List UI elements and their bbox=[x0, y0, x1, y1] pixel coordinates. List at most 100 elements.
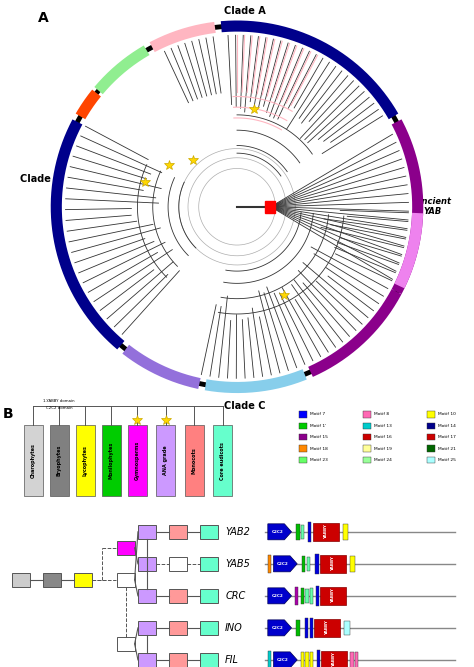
Text: Motif 8: Motif 8 bbox=[374, 412, 389, 416]
Text: A: A bbox=[38, 11, 49, 25]
FancyBboxPatch shape bbox=[305, 618, 308, 638]
FancyBboxPatch shape bbox=[200, 653, 218, 666]
FancyBboxPatch shape bbox=[76, 425, 95, 496]
FancyBboxPatch shape bbox=[138, 621, 156, 634]
FancyBboxPatch shape bbox=[50, 425, 69, 496]
Text: YABBY: YABBY bbox=[331, 556, 335, 571]
FancyBboxPatch shape bbox=[169, 653, 187, 666]
Text: Motif 16: Motif 16 bbox=[374, 435, 392, 439]
Text: C2C2: C2C2 bbox=[277, 562, 289, 566]
Bar bbox=[264, 201, 275, 213]
Polygon shape bbox=[268, 620, 292, 636]
Text: Motif 25: Motif 25 bbox=[438, 458, 456, 462]
Text: Core eudicots: Core eudicots bbox=[220, 442, 225, 480]
FancyBboxPatch shape bbox=[299, 457, 307, 463]
Text: YABBY: YABBY bbox=[324, 524, 328, 539]
FancyBboxPatch shape bbox=[350, 556, 356, 572]
FancyBboxPatch shape bbox=[317, 650, 320, 667]
FancyBboxPatch shape bbox=[24, 425, 43, 496]
Text: C2C2: C2C2 bbox=[272, 530, 283, 534]
FancyBboxPatch shape bbox=[299, 423, 307, 429]
FancyBboxPatch shape bbox=[427, 423, 435, 429]
FancyBboxPatch shape bbox=[138, 589, 156, 602]
FancyBboxPatch shape bbox=[299, 446, 307, 452]
Text: C2C2: C2C2 bbox=[272, 626, 283, 630]
FancyBboxPatch shape bbox=[321, 651, 347, 667]
Text: Motif 15: Motif 15 bbox=[310, 435, 328, 439]
Text: Motif 21: Motif 21 bbox=[438, 447, 456, 451]
FancyBboxPatch shape bbox=[156, 425, 175, 496]
FancyBboxPatch shape bbox=[43, 573, 61, 586]
FancyBboxPatch shape bbox=[117, 637, 135, 650]
Text: Charophytes: Charophytes bbox=[31, 444, 36, 478]
FancyBboxPatch shape bbox=[296, 620, 300, 636]
FancyBboxPatch shape bbox=[301, 588, 304, 604]
Text: CRC: CRC bbox=[225, 591, 246, 601]
Text: Clade B: Clade B bbox=[20, 174, 62, 184]
FancyBboxPatch shape bbox=[138, 557, 156, 570]
FancyBboxPatch shape bbox=[344, 621, 350, 634]
FancyBboxPatch shape bbox=[302, 556, 305, 572]
FancyBboxPatch shape bbox=[138, 525, 156, 538]
FancyBboxPatch shape bbox=[315, 554, 319, 574]
Text: ANA grade: ANA grade bbox=[164, 446, 168, 476]
FancyBboxPatch shape bbox=[169, 557, 187, 570]
FancyBboxPatch shape bbox=[138, 653, 156, 666]
Text: Monocots: Monocots bbox=[192, 448, 197, 474]
Text: Motif 18: Motif 18 bbox=[310, 447, 328, 451]
FancyBboxPatch shape bbox=[427, 457, 435, 463]
FancyBboxPatch shape bbox=[307, 557, 310, 571]
FancyBboxPatch shape bbox=[200, 557, 218, 570]
FancyBboxPatch shape bbox=[363, 457, 371, 463]
FancyBboxPatch shape bbox=[427, 446, 435, 452]
FancyBboxPatch shape bbox=[169, 525, 187, 538]
Text: YABBY: YABBY bbox=[325, 620, 329, 635]
Text: Motif 17: Motif 17 bbox=[438, 435, 456, 439]
Text: YAB2: YAB2 bbox=[225, 527, 250, 537]
FancyBboxPatch shape bbox=[299, 434, 307, 440]
FancyBboxPatch shape bbox=[308, 522, 311, 542]
FancyBboxPatch shape bbox=[117, 573, 135, 586]
FancyBboxPatch shape bbox=[363, 446, 371, 452]
FancyBboxPatch shape bbox=[305, 589, 309, 603]
Text: FIL: FIL bbox=[225, 655, 239, 665]
Text: Motif 7: Motif 7 bbox=[310, 412, 325, 416]
FancyBboxPatch shape bbox=[128, 425, 147, 496]
Text: Clade A: Clade A bbox=[224, 6, 265, 16]
Text: C2C2: C2C2 bbox=[272, 594, 283, 598]
FancyBboxPatch shape bbox=[301, 652, 304, 667]
FancyBboxPatch shape bbox=[313, 523, 339, 541]
FancyBboxPatch shape bbox=[427, 412, 435, 418]
FancyBboxPatch shape bbox=[363, 412, 371, 418]
FancyBboxPatch shape bbox=[200, 621, 218, 634]
FancyBboxPatch shape bbox=[268, 651, 271, 667]
FancyBboxPatch shape bbox=[320, 587, 346, 605]
Text: Motif 24: Motif 24 bbox=[374, 458, 392, 462]
FancyBboxPatch shape bbox=[363, 423, 371, 429]
Text: Motif 1': Motif 1' bbox=[310, 424, 326, 428]
FancyBboxPatch shape bbox=[200, 589, 218, 602]
FancyBboxPatch shape bbox=[200, 525, 218, 538]
Text: Motif 19: Motif 19 bbox=[374, 447, 392, 451]
FancyBboxPatch shape bbox=[296, 524, 300, 540]
Text: C2C2: C2C2 bbox=[277, 658, 289, 662]
Text: Gymnosperms: Gymnosperms bbox=[135, 441, 140, 480]
FancyBboxPatch shape bbox=[295, 587, 298, 605]
FancyBboxPatch shape bbox=[169, 589, 187, 602]
FancyBboxPatch shape bbox=[268, 555, 271, 573]
FancyBboxPatch shape bbox=[74, 573, 92, 586]
Text: Monilophytes: Monilophytes bbox=[109, 442, 114, 480]
FancyBboxPatch shape bbox=[310, 588, 313, 604]
FancyBboxPatch shape bbox=[427, 434, 435, 440]
Text: Ancient
YAB: Ancient YAB bbox=[415, 197, 451, 217]
FancyBboxPatch shape bbox=[213, 425, 232, 496]
FancyBboxPatch shape bbox=[169, 621, 187, 634]
FancyBboxPatch shape bbox=[363, 434, 371, 440]
FancyBboxPatch shape bbox=[305, 652, 309, 667]
Text: Motif 10: Motif 10 bbox=[438, 412, 456, 416]
FancyBboxPatch shape bbox=[355, 652, 358, 667]
Text: Clade C: Clade C bbox=[224, 401, 265, 411]
Text: INO: INO bbox=[225, 623, 243, 633]
FancyBboxPatch shape bbox=[314, 619, 340, 637]
FancyBboxPatch shape bbox=[185, 425, 204, 496]
